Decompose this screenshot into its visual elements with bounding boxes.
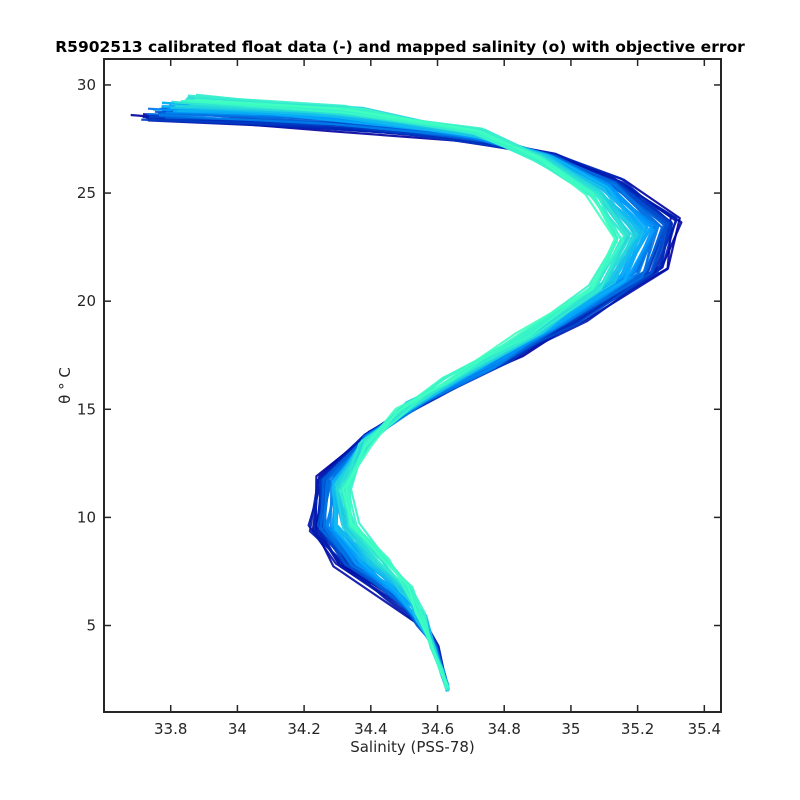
y-tick-label: 25 (77, 184, 96, 202)
x-tick-label: 34.6 (421, 720, 454, 738)
y-axis-label: θ ° C (56, 367, 74, 404)
x-axis-label: Salinity (PSS-78) (350, 738, 475, 756)
x-tick-label: 34 (228, 720, 247, 738)
y-tick-label: 15 (77, 400, 96, 418)
x-tick-label: 34.2 (287, 720, 320, 738)
y-tick-label: 30 (77, 76, 96, 94)
y-tick-label: 5 (86, 617, 96, 635)
profile-lines (130, 93, 683, 692)
x-tick-label: 33.8 (154, 720, 187, 738)
x-tick-label: 34.4 (354, 720, 387, 738)
y-tick-label: 20 (77, 292, 96, 310)
x-tick-label: 35.4 (688, 720, 721, 738)
x-tick-label: 34.8 (488, 720, 521, 738)
axes: 33.8 34 34.2 34.4 34.6 34.8 35 35.2 35.4 5 10 15 20 2… (77, 58, 722, 738)
x-tick-label: 35.2 (621, 720, 654, 738)
axes-frame (103, 58, 722, 713)
chart-title: R5902513 calibrated float data (-) and m… (55, 38, 745, 56)
y-tick-label: 10 (77, 508, 96, 526)
profile-line (195, 98, 616, 687)
x-tick-label: 35 (561, 720, 580, 738)
